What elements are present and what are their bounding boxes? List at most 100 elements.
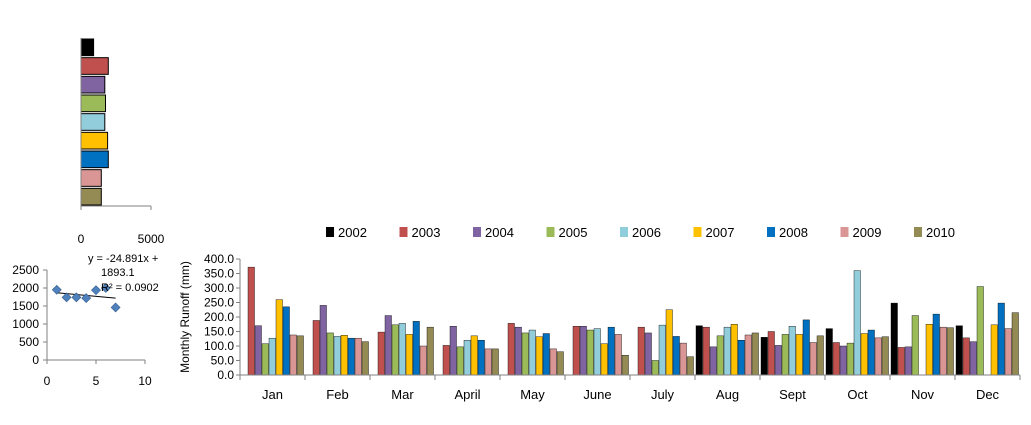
bar-sept-2010 xyxy=(816,335,824,376)
bar-feb-2005 xyxy=(326,332,334,376)
bar-aug-2010 xyxy=(751,332,759,376)
bar-oct-2007 xyxy=(860,333,868,376)
bar-2007 xyxy=(80,131,109,150)
trendline-equation-line: R² = 0.0902 xyxy=(101,282,159,294)
bar-nov-2002 xyxy=(890,302,898,376)
bar-dec-2008 xyxy=(997,302,1005,376)
x-tick-label: June xyxy=(583,387,611,402)
bar-july-2005 xyxy=(651,360,659,376)
bar-dec-2005 xyxy=(976,286,984,376)
trendline-equation-line: y = -24.891x + xyxy=(88,253,158,265)
x-tick-label: 5 xyxy=(93,374,100,388)
bar-jan-2005 xyxy=(261,343,269,376)
y-tick-label: 100.0 xyxy=(204,339,234,353)
y-tick-label: 150.0 xyxy=(204,325,234,339)
x-tick-label: Dec xyxy=(976,387,1000,402)
bar-june-2005 xyxy=(586,329,594,376)
y-tick-label: 300.0 xyxy=(204,281,234,295)
scatter-point xyxy=(110,302,121,313)
bar-mar-2009 xyxy=(419,345,427,376)
bar-aug-2002 xyxy=(695,325,703,376)
bar-dec-2010 xyxy=(1011,312,1019,376)
bar-may-2007 xyxy=(535,336,543,376)
bar-oct-2004 xyxy=(839,345,847,376)
bar-june-2003 xyxy=(572,326,580,376)
bar-feb-2009 xyxy=(354,337,362,376)
x-tick-label: Jan xyxy=(262,387,283,402)
y-axis-title: Monthly Runoff (mm) xyxy=(178,261,192,373)
bar-mar-2010 xyxy=(426,326,434,376)
bar-mar-2007 xyxy=(405,334,413,376)
bar-june-2004 xyxy=(579,326,587,376)
bar-may-2003 xyxy=(507,323,515,376)
bar-may-2005 xyxy=(521,332,529,376)
bar-july-2006 xyxy=(658,324,666,376)
bar-dec-2003 xyxy=(962,337,970,376)
x-tick-label: Mar xyxy=(391,387,414,402)
bar-april-2007 xyxy=(470,335,478,376)
scatter-point xyxy=(100,283,111,293)
bar-april-2010 xyxy=(491,348,499,376)
legend-swatch-2002 xyxy=(326,227,334,237)
legend-swatch-2006 xyxy=(620,227,628,237)
y-tick-label: 250.0 xyxy=(204,296,234,310)
legend-label-2006: 2006 xyxy=(632,225,661,240)
bar-2004 xyxy=(80,75,106,94)
legend-label-2005: 2005 xyxy=(559,225,588,240)
bar-2003 xyxy=(80,57,109,75)
bar-oct-2002 xyxy=(825,328,833,376)
bar-mar-2005 xyxy=(391,324,399,376)
legend-swatch-2008 xyxy=(767,227,775,237)
bar-feb-2010 xyxy=(361,341,369,376)
x-tick-label: April xyxy=(454,387,480,402)
legend-label-2004: 2004 xyxy=(485,225,514,240)
bar-oct-2006 xyxy=(853,270,861,376)
bar-dec-2004 xyxy=(969,341,977,376)
bar-jan-2010 xyxy=(296,335,304,376)
x-tick-label: Oct xyxy=(847,387,868,402)
x-tick-label: 10 xyxy=(138,374,152,388)
y-tick-label: 200.0 xyxy=(204,310,234,324)
bar-april-2009 xyxy=(484,348,492,376)
bar-dec-2007 xyxy=(990,324,998,376)
bar-2005 xyxy=(80,94,106,113)
bar-feb-2006 xyxy=(333,336,341,376)
bar-july-2010 xyxy=(686,356,694,376)
legend-label-2010: 2010 xyxy=(926,225,955,240)
legend-label-2009: 2009 xyxy=(853,225,882,240)
legend-swatch-2010 xyxy=(914,227,922,237)
bar-aug-2005 xyxy=(716,335,724,376)
scatter-point xyxy=(51,284,62,295)
legend-label-2007: 2007 xyxy=(706,225,735,240)
x-tick-label: May xyxy=(520,387,545,402)
bar-nov-2009 xyxy=(939,326,947,376)
bar-nov-2007 xyxy=(925,324,933,376)
yearly-trend-scatter-plot: 0 500 1000 1500 2000 2500 0 5 10 y = -24.891x + 18… xyxy=(12,253,159,388)
bar-april-2005 xyxy=(456,346,464,376)
x-tick-label: Feb xyxy=(326,387,348,402)
bar-mar-2003 xyxy=(377,331,385,376)
x-tick-label: Nov xyxy=(911,387,935,402)
bar-may-2004 xyxy=(514,326,522,376)
bar-oct-2009 xyxy=(874,337,882,376)
bar-aug-2007 xyxy=(730,324,738,376)
scatter-point xyxy=(91,285,101,296)
bar-may-2009 xyxy=(549,348,557,376)
bar-sept-2007 xyxy=(795,334,803,376)
bar-may-2006 xyxy=(528,329,536,376)
bar-2008 xyxy=(80,150,109,169)
bar-feb-2008 xyxy=(347,337,355,376)
bar-nov-2003 xyxy=(897,347,905,376)
legend-swatch-2003 xyxy=(399,227,408,237)
y-tick-label: 1500 xyxy=(12,299,39,313)
bar-jan-2006 xyxy=(268,337,276,376)
bar-mar-2004 xyxy=(384,315,392,376)
bar-sept-2003 xyxy=(767,331,775,376)
x-tick-label: July xyxy=(651,387,675,402)
bar-oct-2005 xyxy=(846,342,854,376)
legend-label-2002: 2002 xyxy=(338,225,367,240)
bar-2010 xyxy=(80,187,102,206)
bar-july-2008 xyxy=(672,336,680,376)
bar-2002 xyxy=(80,38,95,57)
bar-july-2009 xyxy=(679,342,687,376)
